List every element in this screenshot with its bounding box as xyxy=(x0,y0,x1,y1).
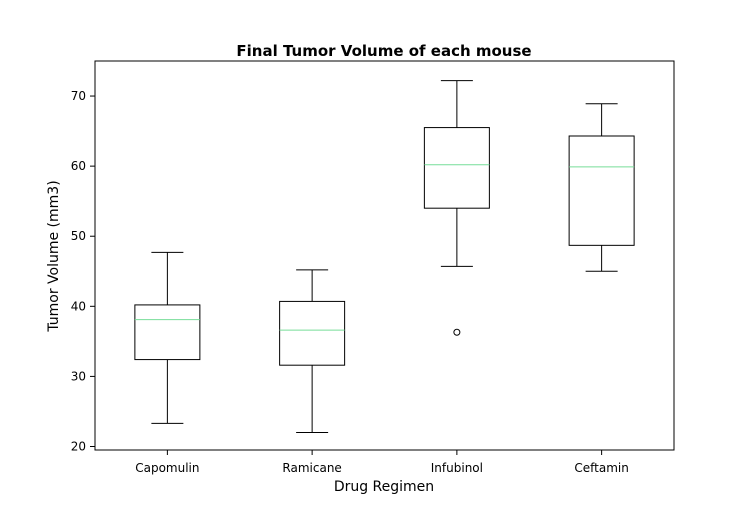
plot-area xyxy=(94,60,675,451)
y-tick-label: 40 xyxy=(71,299,86,313)
x-axis-ticks: Capomulin Ramicane Infubinol Ceftamin xyxy=(135,450,629,475)
y-tick-label: 30 xyxy=(71,369,86,383)
y-tick-label: 60 xyxy=(71,159,86,173)
iqr-box xyxy=(568,135,635,246)
y-tick-label: 50 xyxy=(71,229,86,243)
outlier-point xyxy=(453,328,461,336)
y-tick-label: 70 xyxy=(71,89,86,103)
x-tick-label: Capomulin xyxy=(135,461,199,475)
box-capomulin xyxy=(134,251,201,424)
x-axis-label: Drug Regimen xyxy=(334,479,434,495)
iqr-box xyxy=(423,127,490,209)
chart-title: Final Tumor Volume of each mouse xyxy=(236,42,531,60)
iqr-box xyxy=(134,304,201,361)
boxes-group xyxy=(134,80,635,433)
iqr-box xyxy=(279,300,346,366)
y-axis-ticks: 20 30 40 50 60 70 xyxy=(71,89,95,453)
y-axis-label: Tumor Volume (mm3) xyxy=(46,180,62,332)
box-ceftamin xyxy=(568,103,635,272)
x-tick-label: Infubinol xyxy=(431,461,483,475)
box-ramicane xyxy=(279,269,346,433)
x-tick-label: Ramicane xyxy=(282,461,341,475)
y-tick-label: 20 xyxy=(71,439,86,453)
x-tick-label: Ceftamin xyxy=(574,461,628,475)
box-infubinol xyxy=(423,80,490,336)
